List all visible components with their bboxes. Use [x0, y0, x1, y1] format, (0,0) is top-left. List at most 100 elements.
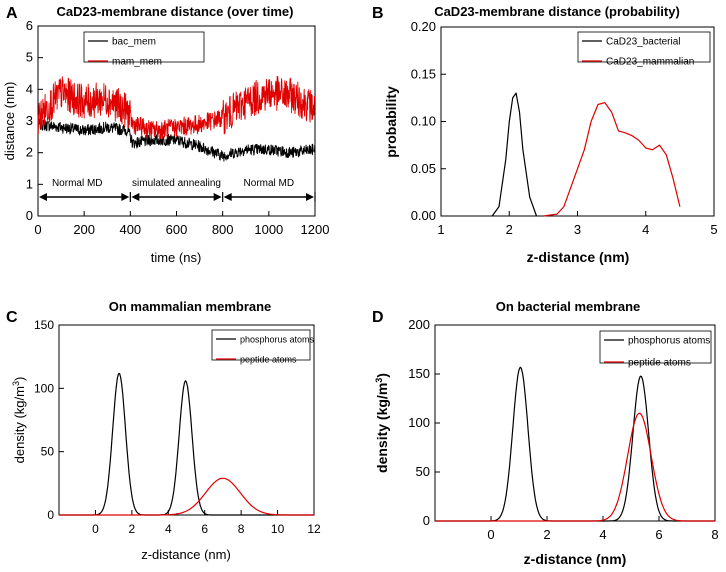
- plot-area: [58, 324, 315, 516]
- panel-label-b: B: [372, 5, 384, 22]
- x-axis-label: z-distance (nm): [141, 547, 231, 562]
- y-tick-label: 150: [408, 366, 430, 381]
- arrow-head-left: [223, 193, 232, 201]
- y-tick-label: 50: [416, 464, 430, 479]
- x-tick-label: 6: [655, 527, 662, 542]
- y-tick-label: 0.00: [411, 208, 436, 223]
- y-tick-label: 100: [34, 381, 54, 395]
- y-tick-label: 100: [408, 415, 430, 430]
- arrow-head-right: [121, 193, 130, 201]
- chart-panel-b: CaD23-membrane distance (probability) 0.…: [383, 4, 718, 265]
- chart-panel-d: On bacterial membrane 0 50 100 150 200 0 2 4 6 8 p…: [374, 299, 719, 567]
- x-tick-label: 400: [119, 222, 141, 237]
- x-tick-label: 4: [599, 527, 606, 542]
- phase-annotation: Normal MD: [244, 178, 295, 189]
- chart-panel-c: On mammalian membrane 0 50 100 150 0 2 4 6 8 10 12…: [11, 299, 321, 562]
- y-axis-label: density (kg/m3): [374, 373, 390, 473]
- chart-title: On bacterial membrane: [496, 299, 641, 314]
- y-tick-label: 2: [26, 145, 33, 160]
- y-axis-label: density (kg/m3): [11, 377, 27, 464]
- y-tick-label: 0.05: [411, 161, 436, 176]
- y-tick-label: 0.20: [411, 19, 436, 34]
- y-tick-label: 3: [26, 113, 33, 128]
- x-tick-label: 3: [574, 222, 581, 237]
- x-tick-label: 4: [165, 522, 172, 536]
- x-tick-label: 1200: [301, 222, 330, 237]
- legend-label: phosphorus atoms: [240, 335, 315, 345]
- y-axis-label-sup: 3: [11, 381, 21, 386]
- chart-title: CaD23-membrane distance (over time): [57, 4, 294, 19]
- x-tick-label: 600: [166, 222, 188, 237]
- legend-box: [83, 31, 205, 63]
- y-tick-label: 0.10: [411, 114, 436, 129]
- series-line-cad23-bacterial: [491, 92, 538, 217]
- series-line-mam-mem: [37, 76, 316, 140]
- arrow-head-right: [213, 193, 222, 201]
- y-tick-label: 0: [47, 508, 54, 522]
- phase-annotation: Normal MD: [52, 178, 103, 189]
- x-tick-label: 8: [711, 527, 718, 542]
- arrow-head-left: [131, 193, 140, 201]
- x-tick-label: 5: [710, 222, 717, 237]
- legend-label: peptide atoms: [628, 358, 691, 369]
- x-tick-label: 200: [73, 222, 95, 237]
- series-line-peptide-atoms: [435, 412, 715, 522]
- x-tick-label: 6: [201, 522, 208, 536]
- x-tick-label: 1: [437, 222, 444, 237]
- y-axis-label-sup: 3: [374, 378, 384, 383]
- x-axis-label: z-distance (nm): [524, 551, 627, 567]
- chart-title: On mammalian membrane: [109, 299, 272, 314]
- chart-panel-a: CaD23-membrane distance (over time) 0 1 2 3…: [2, 4, 329, 265]
- legend-box: [577, 31, 711, 63]
- y-tick-label: 50: [41, 445, 55, 459]
- panel-label-a: A: [6, 5, 18, 22]
- legend-label: mam_mem: [112, 57, 162, 68]
- y-axis-label-close: ): [12, 377, 27, 381]
- series-line-phosphorus-atoms: [59, 372, 314, 516]
- legend-box: [599, 330, 712, 364]
- x-tick-label: 10: [271, 522, 285, 536]
- y-tick-label: 150: [34, 318, 54, 332]
- series-line-bac-mem: [37, 118, 316, 162]
- arrow-head-left: [39, 193, 47, 201]
- arrow-head-right: [306, 193, 314, 201]
- y-axis-label-close: ): [374, 373, 390, 378]
- y-axis-label: distance (nm): [2, 82, 17, 161]
- x-tick-label: 0: [92, 522, 99, 536]
- x-tick-label: 0: [34, 222, 41, 237]
- series-line-peptide-atoms: [59, 477, 314, 516]
- x-tick-label: 2: [543, 527, 550, 542]
- legend-label: phosphorus atoms: [628, 336, 710, 347]
- chart-title: CaD23-membrane distance (probability): [434, 4, 680, 19]
- legend-box: [211, 329, 311, 361]
- x-tick-label: 2: [506, 222, 513, 237]
- x-tick-label: 8: [238, 522, 245, 536]
- x-axis-label: z-distance (nm): [527, 249, 630, 265]
- x-tick-label: 4: [642, 222, 649, 237]
- x-tick-label: 2: [129, 522, 136, 536]
- y-tick-label: 0: [423, 513, 430, 528]
- panel-label-c: C: [6, 309, 18, 326]
- legend-label: CaD23_bacterial: [606, 37, 681, 48]
- y-tick-label: 6: [26, 18, 33, 33]
- legend-label: CaD23_mammalian: [606, 57, 694, 68]
- legend-label: bac_mem: [112, 37, 156, 48]
- y-axis-label-text: density (kg/m: [374, 383, 390, 473]
- x-tick-label: 0: [487, 527, 494, 542]
- y-tick-label: 5: [26, 50, 33, 65]
- series-line-phosphorus-atoms: [435, 366, 715, 522]
- y-axis-label: probability: [383, 86, 399, 158]
- y-tick-label: 200: [408, 317, 430, 332]
- x-axis-label: time (ns): [151, 250, 202, 265]
- y-tick-label: 0.15: [411, 66, 436, 81]
- y-tick-label: 1: [26, 176, 33, 191]
- phase-annotation: simulated annealing: [132, 178, 221, 189]
- panel-label-d: D: [372, 309, 384, 326]
- legend-label: peptide atoms: [240, 355, 297, 365]
- y-axis-label-text: density (kg/m: [12, 386, 27, 463]
- x-tick-label: 1000: [254, 222, 283, 237]
- x-tick-label: 12: [307, 522, 321, 536]
- x-tick-label: 800: [212, 222, 234, 237]
- y-tick-label: 4: [26, 81, 33, 96]
